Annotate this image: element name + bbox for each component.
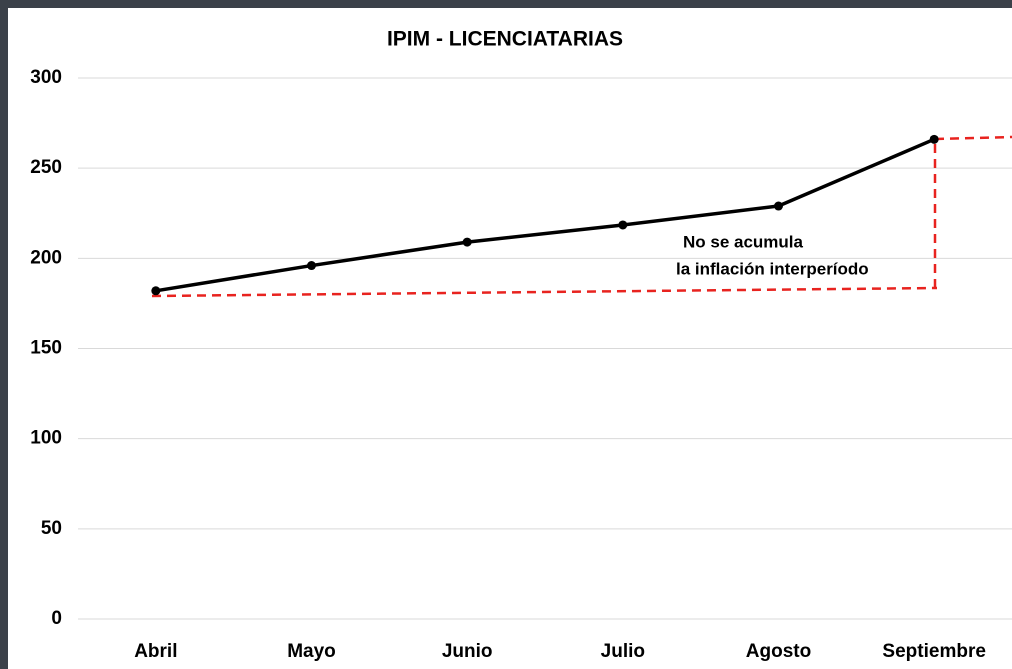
annotation-line (151, 286, 938, 298)
data-point (151, 286, 161, 296)
y-tick-label: 300 (30, 67, 62, 88)
chart-background (8, 8, 1012, 669)
data-point (774, 201, 783, 211)
data-point (462, 237, 472, 247)
y-tick-label: 200 (30, 247, 62, 268)
x-tick-label: Agosto (746, 641, 811, 662)
y-tick-label: 250 (30, 157, 62, 178)
x-tick-label: Mayo (287, 641, 336, 662)
annotation-text: No se acumula (683, 232, 804, 251)
x-tick-label: Septiembre (882, 641, 985, 662)
annotation-lines (151, 135, 1012, 298)
series-line (155, 137, 935, 293)
y-tick-label: 0 (51, 608, 62, 629)
y-tick-label: 100 (30, 428, 62, 449)
data-point (929, 134, 939, 144)
chart-title: IPIM - LICENCIATARIAS (387, 28, 623, 51)
x-tick-label: Junio (442, 641, 493, 662)
annotation-text: la inflación interperíodo (676, 259, 869, 278)
x-tick-label: Julio (601, 641, 645, 662)
data-point (618, 220, 628, 230)
y-tick-label: 50 (41, 518, 62, 539)
y-tick-label: 150 (30, 338, 62, 359)
annotation-line (934, 135, 1012, 141)
x-tick-label: Abril (134, 641, 177, 662)
data-point (307, 261, 316, 271)
